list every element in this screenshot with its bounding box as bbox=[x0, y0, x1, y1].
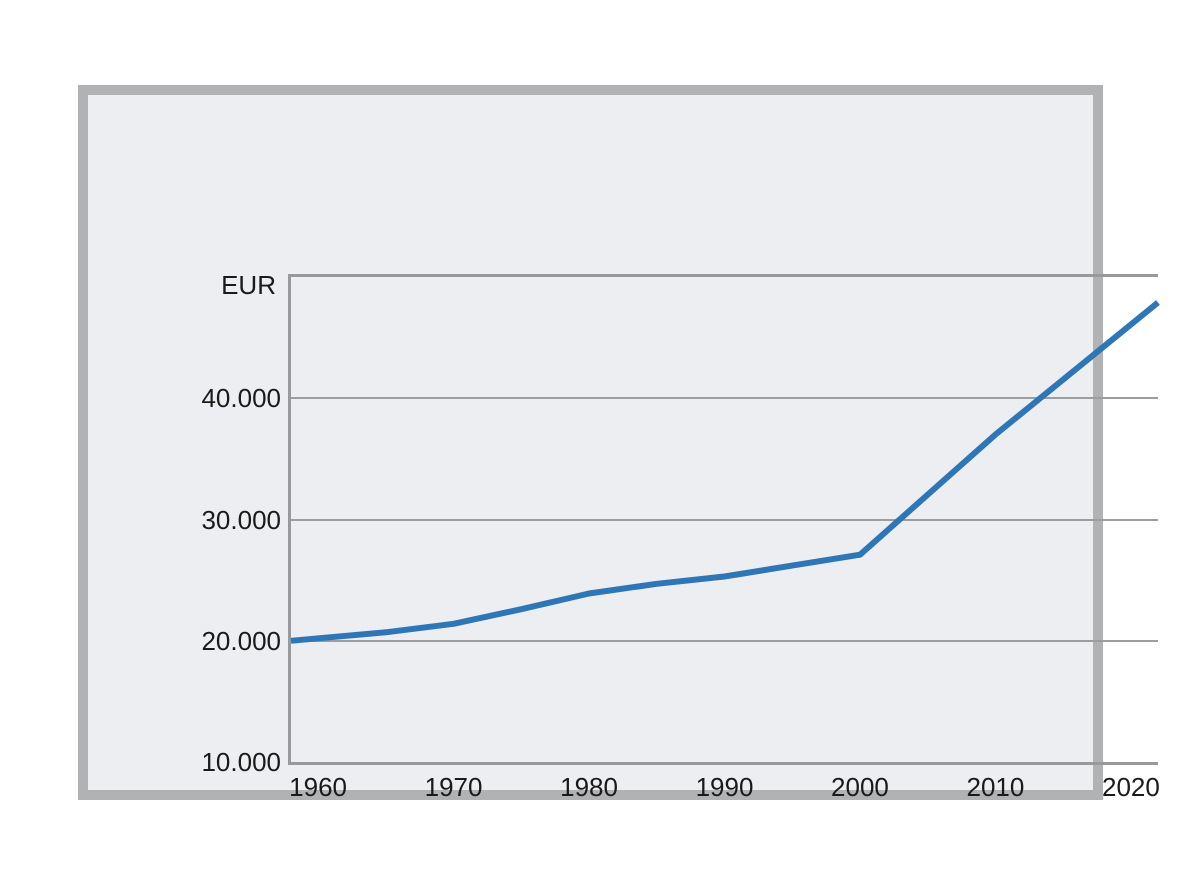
y-axis-unit-label: EUR bbox=[221, 270, 276, 300]
gridline-40000 bbox=[291, 397, 1158, 400]
x-tick-label-2020: 2020 bbox=[1101, 772, 1160, 802]
y-tick-label-40000: 40.000 bbox=[201, 383, 281, 414]
y-tick-label-30000: 30.000 bbox=[201, 504, 281, 535]
x-tick-label-1990: 1990 bbox=[695, 772, 754, 802]
gridline-30000 bbox=[291, 518, 1158, 521]
x-tick-label-1960: 1960 bbox=[289, 772, 348, 802]
y-tick-label-20000: 20.000 bbox=[201, 625, 281, 656]
x-tick-label-2000: 2000 bbox=[831, 772, 889, 802]
x-tick-label-1980: 1980 bbox=[560, 772, 618, 802]
x-tick-label-1970: 1970 bbox=[424, 772, 483, 802]
chart-frame: EUR 10.000 20.000 30.000 40.000 1960 1970 198… bbox=[78, 85, 1160, 802]
y-tick-label-10000: 10.000 bbox=[201, 747, 281, 777]
income-line-series bbox=[290, 300, 1160, 644]
line-chart-svg bbox=[290, 300, 1160, 644]
gridline-20000 bbox=[291, 639, 1158, 642]
plot-area bbox=[288, 274, 1160, 765]
x-tick-label-2010: 2010 bbox=[966, 772, 1025, 802]
